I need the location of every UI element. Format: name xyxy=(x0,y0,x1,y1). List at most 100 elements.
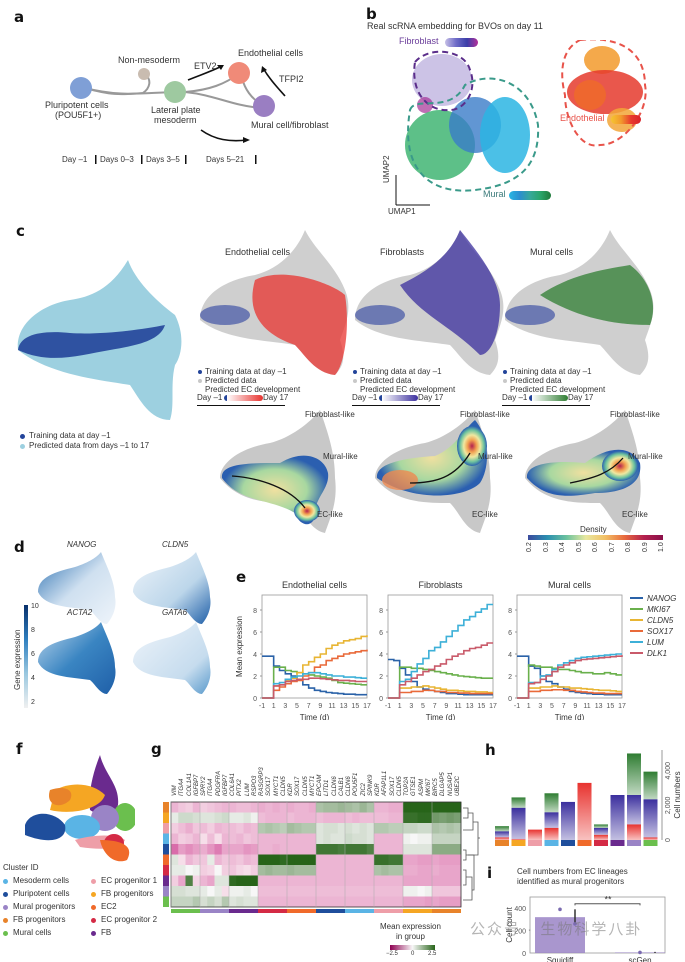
heatmap-cell xyxy=(432,844,440,855)
legend-dot-predicted xyxy=(198,379,202,383)
heatmap-cell xyxy=(243,844,252,855)
cluster-dot xyxy=(91,905,96,910)
bar-squidiff xyxy=(535,917,585,953)
heatmap-cell xyxy=(258,812,266,823)
heatmap-cell xyxy=(258,844,266,855)
heatmap-cell xyxy=(395,854,404,865)
legend-predicted: Predicted data from days –1 to 17 xyxy=(29,441,150,450)
cluster-dot xyxy=(3,931,8,936)
subpanel-title-0: Endothelial cells xyxy=(225,247,291,257)
gene-umap-0 xyxy=(38,552,116,624)
heatmap-cell xyxy=(424,802,433,813)
i-y-axis-label: Cell count xyxy=(505,906,514,942)
heatmap-cell xyxy=(352,833,360,844)
heatmap-cell xyxy=(272,812,281,823)
heatmap-cell xyxy=(243,823,252,834)
y-tick-label: 8 xyxy=(508,608,512,615)
heatmap-cell xyxy=(250,854,259,865)
heatmap-cell xyxy=(316,844,324,855)
heatmap-cell xyxy=(301,854,310,865)
umap-embedding xyxy=(395,40,647,206)
heatmap-cell xyxy=(207,865,215,876)
heatmap-cell xyxy=(236,865,244,876)
cluster-legend-item: Mural cells xyxy=(13,928,52,937)
heatmap-cell xyxy=(316,802,324,813)
legend-dlk1: DLK1 xyxy=(647,649,667,658)
heatmap-col-color xyxy=(200,909,229,913)
heatmap-cell xyxy=(229,823,237,834)
heatmap-cell xyxy=(345,833,353,844)
subpanel-umap-2 xyxy=(505,230,654,375)
cluster-legend-title: Cluster ID xyxy=(3,863,39,872)
subpanel-title-2: Mural cells xyxy=(530,247,574,257)
bar-segment-fibroblasts xyxy=(495,831,509,838)
panel-a-label: a xyxy=(14,8,25,26)
heatmap-cell xyxy=(439,886,447,897)
bar-category-color xyxy=(561,840,575,846)
heatmap-cell xyxy=(453,833,462,844)
heatmap-cell xyxy=(185,812,194,823)
cluster-legend-item: Mural progenitors xyxy=(13,902,76,911)
y-tick-label: 4 xyxy=(379,652,383,659)
gene-expression-tick: 4 xyxy=(31,675,35,682)
x-tick-label: 11 xyxy=(454,703,461,710)
heatmap-cell xyxy=(345,875,353,886)
mural-like-label: Mural-like xyxy=(478,452,513,461)
heatmap-col-color xyxy=(403,909,432,913)
cluster-legend-item: Pluripotent cells xyxy=(13,889,70,898)
heatmap-cell xyxy=(192,896,201,907)
heatmap-cell xyxy=(381,833,389,844)
heatmap-gene-label: KDR xyxy=(375,783,381,796)
heatmap-col-color xyxy=(374,909,403,913)
heatmap-gene-label: RSPO3 xyxy=(251,775,258,796)
legend-training: Training data at day –1 xyxy=(29,431,111,440)
bar-segment-endothelial xyxy=(528,829,542,840)
y-tick-label: 8 xyxy=(379,608,383,615)
density-colorbar xyxy=(528,535,663,540)
heatmap-cell xyxy=(432,812,440,823)
x-tick-label: 17 xyxy=(618,703,626,710)
timeline-2: Days 3–5 xyxy=(146,155,180,164)
heatmap-cell xyxy=(316,886,324,897)
heatmap-cell xyxy=(272,886,281,897)
x-tick-label: 15 xyxy=(351,703,359,710)
heatmap-cell xyxy=(229,802,237,813)
heatmap-cell xyxy=(388,896,397,907)
heatmap-cell xyxy=(258,802,266,813)
umap2-label: UMAP2 xyxy=(382,155,391,183)
heatmap-cell xyxy=(453,875,462,886)
heatmap-cell xyxy=(453,812,462,823)
heatmap-cell xyxy=(214,854,223,865)
heatmap-cell xyxy=(432,854,440,865)
heatmap-cell xyxy=(374,854,382,865)
dendrogram-branch xyxy=(463,812,474,831)
heatmap-cell xyxy=(345,886,353,897)
heatmap-cell xyxy=(250,812,259,823)
heatmap-gene-label: POU5F1 xyxy=(353,772,360,796)
heatmap-gene-label: COL6A1 xyxy=(230,772,236,796)
cluster-legend-item: EC2 xyxy=(101,902,117,911)
heatmap-cell xyxy=(229,833,237,844)
heatmap-cell xyxy=(258,875,266,886)
heatmap-cell xyxy=(287,844,295,855)
cluster-legend-item: FB xyxy=(101,928,112,937)
heatmap-cell xyxy=(287,865,295,876)
heatmap-cell xyxy=(395,802,404,813)
legend-predicted: Predicted data xyxy=(510,376,562,385)
heatmap-cell xyxy=(308,886,317,897)
heatmap-cell xyxy=(381,844,389,855)
heatmap-cell xyxy=(395,812,404,823)
heatmap-cell xyxy=(200,823,208,834)
heatmap-cell xyxy=(446,833,455,844)
heatmap-cell xyxy=(178,823,186,834)
heatmap-legend-colorbar xyxy=(390,945,435,950)
heatmap-cell xyxy=(243,854,252,865)
heatmap-cell xyxy=(403,875,411,886)
heatmap-cell xyxy=(192,823,201,834)
heatmap-cell xyxy=(323,823,331,834)
bar-segment-endothelial xyxy=(577,782,592,840)
heatmap-cell xyxy=(403,865,411,876)
legend-dot-predicted xyxy=(503,379,507,383)
heatmap-cell xyxy=(417,875,426,886)
heatmap-cell xyxy=(294,896,302,907)
